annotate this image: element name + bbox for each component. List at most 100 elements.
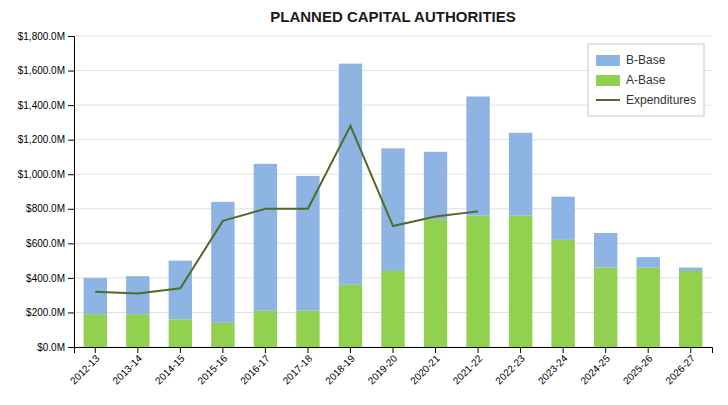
bar xyxy=(679,271,702,347)
y-tick-label: $600.0M xyxy=(26,238,65,249)
x-tick-label: 2015-16 xyxy=(195,352,229,386)
x-tick: 2020-21 xyxy=(408,347,442,386)
bar xyxy=(169,319,192,347)
line xyxy=(95,126,478,294)
legend-swatch xyxy=(596,55,620,66)
y-tick-mark xyxy=(68,71,74,72)
y-tick-label: $400.0M xyxy=(26,273,65,284)
x-tick-mark xyxy=(350,347,351,353)
y-tick-mark xyxy=(68,209,74,210)
bar xyxy=(551,197,574,240)
bar xyxy=(254,311,277,347)
bar xyxy=(509,133,532,216)
bar xyxy=(84,278,107,314)
legend-frame xyxy=(588,44,704,116)
y-tick-mark xyxy=(68,105,74,106)
chart: $0.0M$200.0M$400.0M$600.0M$800.0M$1,000.… xyxy=(0,0,728,405)
bar xyxy=(126,314,149,347)
y-tick: $1,000.0M xyxy=(18,169,74,180)
bar xyxy=(296,311,319,347)
legend-label: A-Base xyxy=(626,73,666,87)
x-tick-mark xyxy=(265,347,266,353)
bar xyxy=(637,268,660,347)
x-tick-label: 2026-27 xyxy=(663,352,697,386)
y-tick: $1,600.0M xyxy=(18,65,74,76)
bar xyxy=(551,240,574,347)
grid xyxy=(74,36,712,347)
x-tick-mark xyxy=(690,347,691,353)
x-tick-mark xyxy=(393,347,394,353)
y-tick-label: $1,000.0M xyxy=(18,169,65,180)
y-tick: $200.0M xyxy=(26,307,74,318)
x-tick: 2013-14 xyxy=(110,347,144,386)
x-tick-mark xyxy=(605,347,606,353)
x-tick: 2024-25 xyxy=(578,347,612,386)
x-tick: 2025-26 xyxy=(621,347,655,386)
y-tick-mark xyxy=(68,140,74,141)
x-tick-label: 2023-24 xyxy=(536,352,570,386)
x-tick-label: 2018-19 xyxy=(323,352,357,386)
x-tick-mark xyxy=(648,347,649,353)
bar xyxy=(339,64,362,285)
bar xyxy=(594,233,617,268)
x-tick-label: 2024-25 xyxy=(578,352,612,386)
y-tick-mark xyxy=(68,36,74,37)
x-tick-mark xyxy=(307,347,308,353)
x-tick: 2026-27 xyxy=(663,347,697,386)
y-tick: $400.0M xyxy=(26,273,74,284)
x-tick: 2018-19 xyxy=(323,347,357,386)
bar xyxy=(424,152,447,219)
x-tick-label: 2014-15 xyxy=(153,352,187,386)
y-tick: $600.0M xyxy=(26,238,74,249)
legend-label: B-Base xyxy=(626,53,666,67)
x-tick: 2014-15 xyxy=(153,347,187,386)
y-tick: $1,200.0M xyxy=(18,134,74,145)
x-axis: 2012-132013-14 2014-152015-16 2016-17 2017-… xyxy=(68,347,713,386)
y-tick-label: $1,200.0M xyxy=(18,134,65,145)
x-tick: 2016-17 xyxy=(238,347,272,386)
bar xyxy=(466,216,489,347)
legend-item: Expenditures xyxy=(596,93,696,107)
y-tick: $1,400.0M xyxy=(18,100,74,111)
x-tick-mark xyxy=(222,347,223,353)
x-tick: 2021-22 xyxy=(451,347,485,386)
bar xyxy=(509,216,532,347)
y-tick-label: $0.0M xyxy=(37,342,65,353)
y-tick-mark xyxy=(68,312,74,313)
y-tick: $0.0M xyxy=(37,342,74,353)
bar xyxy=(84,314,107,347)
bar xyxy=(381,148,404,271)
y-axis-line xyxy=(68,37,75,348)
x-tick-mark xyxy=(137,347,138,353)
bar xyxy=(296,176,319,311)
x-tick-label: 2021-22 xyxy=(451,352,485,386)
grid-line xyxy=(74,36,712,37)
bar xyxy=(211,323,234,347)
x-tick-label: 2019-20 xyxy=(366,352,400,386)
x-axis-line xyxy=(75,348,713,354)
x-tick-label: 2020-21 xyxy=(408,352,442,386)
bar xyxy=(679,268,702,271)
x-tick-label: 2025-26 xyxy=(621,352,655,386)
y-tick-mark xyxy=(68,347,74,348)
legend-item: B-Base xyxy=(596,53,666,67)
legend-item: A-Base xyxy=(596,73,666,87)
legend-swatch xyxy=(596,99,620,101)
x-tick: 2012-13 xyxy=(68,347,102,386)
y-tick-label: $1,400.0M xyxy=(18,100,65,111)
bar xyxy=(466,96,489,215)
x-tick-mark xyxy=(563,347,564,353)
plot: $0.0M$200.0M$400.0M$600.0M$800.0M$1,000.… xyxy=(18,31,713,387)
y-tick-label: $1,800.0M xyxy=(18,31,65,42)
y-tick-mark xyxy=(68,174,74,175)
bar xyxy=(594,268,617,347)
legend: B-Base A-Base Expenditures xyxy=(588,44,704,116)
title: PLANNED CAPITAL AUTHORITIES xyxy=(270,8,516,25)
x-tick: 2017-18 xyxy=(281,347,315,386)
x-tick-mark xyxy=(180,347,181,353)
x-tick-label: 2013-14 xyxy=(110,352,144,386)
x-tick-label: 2022-23 xyxy=(493,352,527,386)
y-tick-mark xyxy=(68,278,74,279)
legend-label: Expenditures xyxy=(626,93,696,107)
y-axis: $0.0M$200.0M$400.0M$600.0M$800.0M$1,000.… xyxy=(18,31,75,353)
